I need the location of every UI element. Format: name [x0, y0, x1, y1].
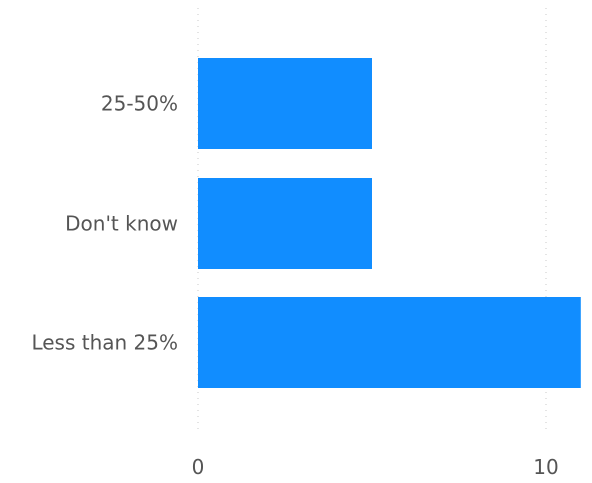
x-tick-label: 0 [192, 455, 205, 479]
category-label: Don't know [65, 212, 178, 236]
bars [198, 58, 581, 388]
x-axis-tick-labels: 0 10 [192, 455, 559, 479]
category-label: 25-50% [101, 92, 178, 116]
x-tick-label: 10 [533, 455, 558, 479]
category-labels: 25-50% Don't know Less than 25% [31, 92, 178, 355]
bar[interactable] [198, 178, 372, 269]
bar[interactable] [198, 58, 372, 149]
bar[interactable] [198, 297, 581, 388]
category-label: Less than 25% [31, 331, 178, 355]
